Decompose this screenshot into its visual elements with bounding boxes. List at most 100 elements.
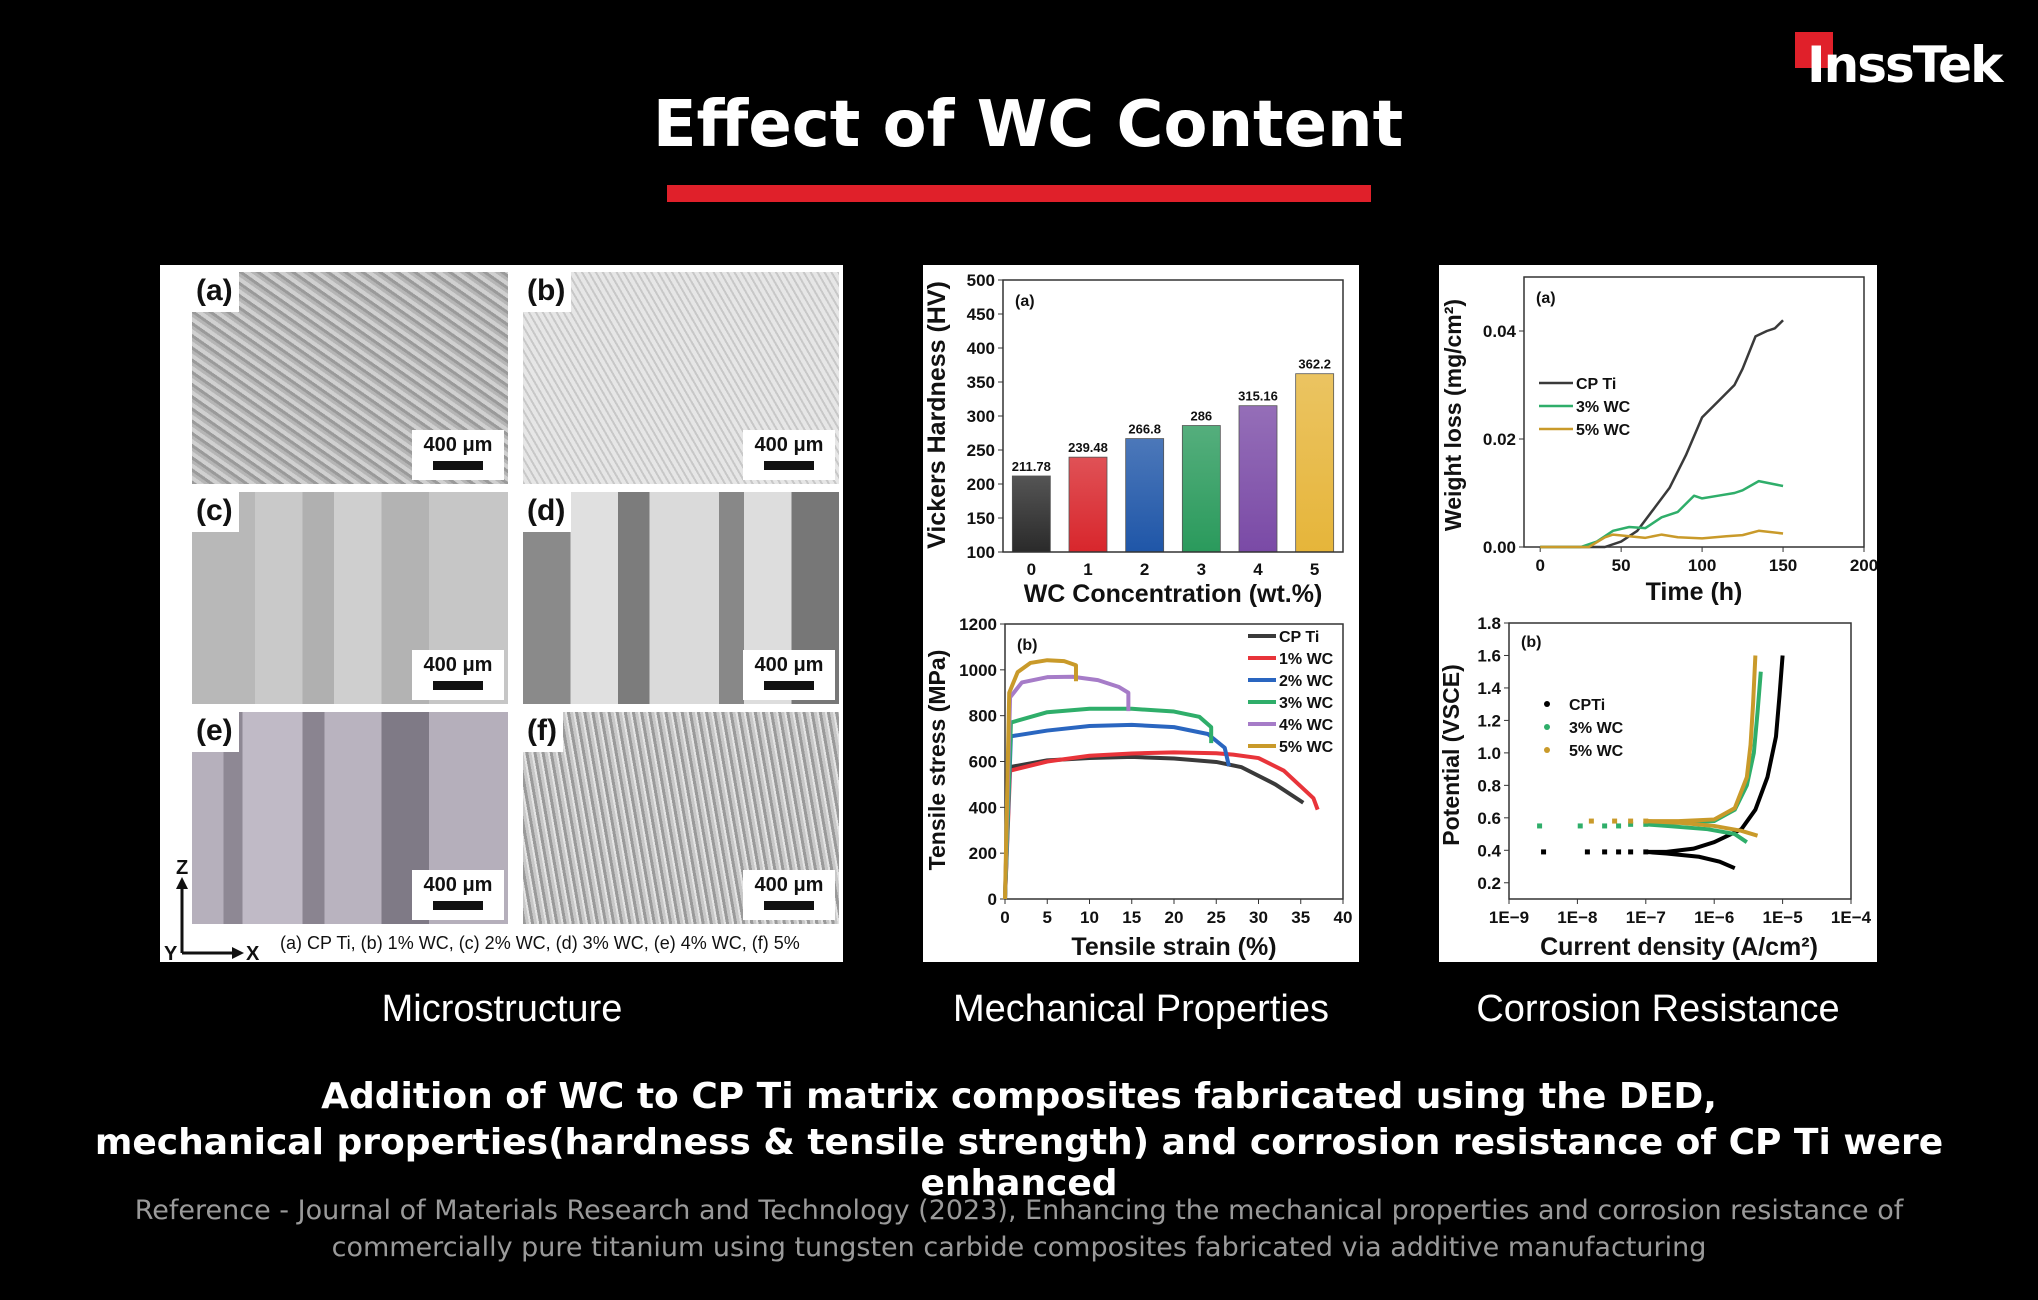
data-point-cpti — [1602, 849, 1608, 855]
micrograph-b: (b) 400 μm — [523, 272, 839, 484]
scale-bar: 400 μm — [412, 650, 504, 700]
series-line-2wc — [1003, 722, 1231, 900]
series-line-3wc — [1003, 706, 1214, 900]
series-line-3wc — [1540, 479, 1784, 549]
scale-bar-label: 400 μm — [423, 434, 493, 456]
y-tick-label: 0.02 — [1483, 430, 1516, 449]
y-tick-label: 0.2 — [1477, 874, 1501, 893]
y-tick-label: 0.00 — [1483, 538, 1516, 557]
x-tick-label: 10 — [1080, 908, 1099, 927]
bar-data-label: 239.48 — [1068, 440, 1108, 455]
y-tick-label: 500 — [967, 271, 995, 290]
data-point-cpti — [1541, 849, 1547, 855]
summary-line-1: Addition of WC to CP Ti matrix composite… — [321, 1076, 1717, 1117]
scale-bar: 400 μm — [743, 430, 835, 480]
y-tick-label: 100 — [967, 543, 995, 562]
x-tick-label: 5 — [1310, 560, 1319, 579]
data-point-cpti — [1616, 849, 1622, 855]
bar-0 — [1011, 475, 1051, 553]
panel-label: (b) — [1017, 637, 1037, 654]
panel-label: (a) — [1536, 290, 1556, 307]
micrograph-label: (b) — [523, 272, 572, 312]
y-tick-label: 200 — [967, 475, 995, 494]
x-tick-label: 0 — [1535, 556, 1544, 575]
x-tick-label: 35 — [1291, 908, 1310, 927]
series-line-cpti — [1540, 319, 1784, 549]
bar-data-label: 211.78 — [1012, 459, 1051, 474]
x-axis-title: Time (h) — [1646, 578, 1743, 605]
y-tick-label: 400 — [969, 798, 997, 817]
tensile-chart: 0 5 10 15 20 25 30 35 40020040060080010001200CP … — [924, 615, 1352, 961]
y-tick-label: 1.2 — [1477, 711, 1501, 730]
data-point-cpti — [1628, 849, 1634, 855]
x-tick-label: 20 — [1165, 908, 1184, 927]
x-tick-label: 50 — [1612, 556, 1631, 575]
scale-bar-label: 400 μm — [754, 654, 824, 676]
legend-marker — [1544, 701, 1550, 707]
legend-label: 3% WC — [1576, 399, 1631, 416]
bar-data-label: 286 — [1190, 409, 1212, 424]
mechanical-properties-figure: 211.78 239.48 266.8 286 315.16 362.2 0 1 2 3 4 5 100… — [923, 265, 1359, 962]
scale-bar-label: 400 μm — [754, 434, 824, 456]
bar-data-label: 315.16 — [1238, 389, 1278, 404]
y-axis-title: Potential (VSCE) — [1439, 664, 1464, 845]
y-axis-title: Weight loss (mg/cm²) — [1440, 299, 1466, 531]
bar-3 — [1181, 425, 1221, 553]
x-tick-label: 1E−4 — [1831, 908, 1872, 927]
label-microstructure: Microstructure — [381, 988, 623, 1030]
x-tick-label: 25 — [1207, 908, 1226, 927]
data-point-cpti — [1584, 849, 1590, 855]
micrograph-label: (c) — [192, 492, 239, 532]
scale-bar-label: 400 μm — [423, 654, 493, 676]
y-tick-label: 800 — [969, 707, 997, 726]
micrograph-a: (a) 400 μm — [192, 272, 508, 484]
series-line-cpti — [1003, 754, 1305, 900]
anodic-branch-3wc — [1645, 671, 1763, 827]
legend-label: 4% WC — [1279, 717, 1334, 734]
legend-label: 5% WC — [1279, 739, 1334, 756]
z-axis-label: Z — [176, 857, 189, 879]
scale-bar: 400 μm — [412, 870, 504, 920]
data-point-5wc — [1612, 818, 1618, 824]
legend-label: 5% WC — [1569, 743, 1624, 760]
panel-label: (b) — [1521, 634, 1541, 651]
series-line-5wc — [1003, 658, 1078, 900]
page-title: Effect of WC Content — [652, 88, 1404, 162]
legend-label: 3% WC — [1569, 720, 1624, 737]
y-tick-label: 1.6 — [1477, 646, 1501, 665]
anodic-branch-5wc — [1645, 655, 1758, 824]
y-tick-label: 300 — [967, 407, 995, 426]
micrograph-c: (c) 400 μm — [192, 492, 508, 704]
plot-frame — [1508, 622, 1852, 900]
scale-bar: 400 μm — [743, 870, 835, 920]
x-tick-label: 1 — [1083, 560, 1092, 579]
scale-bar-label: 400 μm — [423, 874, 493, 896]
legend-label: 1% WC — [1279, 651, 1334, 668]
y-tick-label: 600 — [969, 753, 997, 772]
y-tick-label: 0.04 — [1483, 322, 1517, 341]
data-point-3wc — [1602, 823, 1608, 829]
micrograph-label: (e) — [192, 712, 239, 752]
series-line-5wc — [1540, 529, 1784, 549]
micrograph-label: (d) — [523, 492, 572, 532]
micrograph-label: (f) — [523, 712, 563, 752]
micrograph-label: (a) — [192, 272, 239, 312]
reference-line-2: commercially pure titanium using tungste… — [331, 1232, 1707, 1263]
bar-data-label: 266.8 — [1128, 422, 1161, 437]
hardness-bar-chart: 211.78 239.48 266.8 286 315.16 362.2 0 1 2 3 4 5 100… — [923, 271, 1344, 608]
x-axis-title: WC Concentration (wt.%) — [1024, 580, 1323, 608]
data-point-3wc — [1616, 823, 1622, 829]
cathodic-branch-3wc — [1645, 822, 1748, 844]
x-tick-label: 3 — [1197, 560, 1206, 579]
bar-4 — [1238, 405, 1278, 553]
legend-label: 2% WC — [1279, 673, 1334, 690]
series-line-1wc — [1003, 750, 1320, 900]
cathodic-branch-5wc — [1645, 819, 1759, 838]
data-point-5wc — [1588, 818, 1594, 824]
bar-2 — [1125, 438, 1165, 553]
x-tick-label: 1E−9 — [1489, 908, 1529, 927]
legend-label: 3% WC — [1279, 695, 1334, 712]
x-tick-label: 150 — [1769, 556, 1797, 575]
y-tick-label: 1.8 — [1477, 614, 1501, 633]
y-axis-title: Tensile stress (MPa) — [924, 650, 950, 871]
